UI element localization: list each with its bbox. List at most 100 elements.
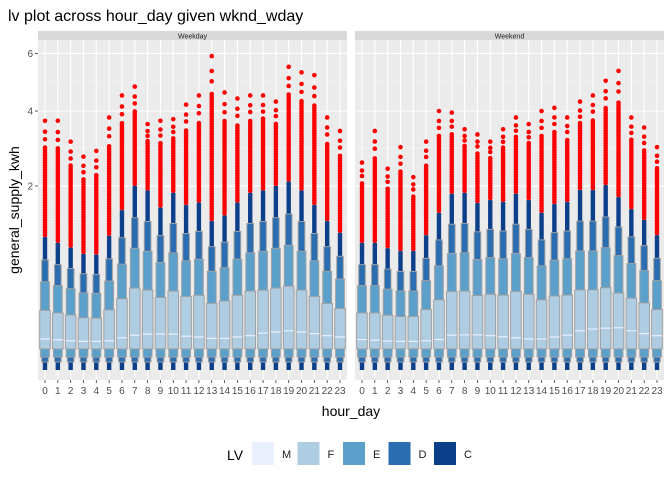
outlier-point bbox=[564, 129, 570, 135]
outlier-point bbox=[55, 129, 61, 135]
outlier-point bbox=[487, 139, 493, 144]
lv-box-F bbox=[244, 290, 257, 350]
legend-swatch-D bbox=[388, 442, 411, 465]
lv-box-F bbox=[381, 314, 394, 350]
legend-swatch-F bbox=[297, 442, 320, 465]
outlier-point bbox=[539, 118, 544, 124]
x-tick-label: 11 bbox=[181, 386, 192, 397]
outlier-point bbox=[398, 154, 403, 160]
lv-box-F bbox=[141, 289, 154, 350]
outlier-point bbox=[487, 149, 493, 155]
outlier-point bbox=[42, 129, 48, 134]
outlier-point bbox=[170, 136, 176, 141]
lv-box-F bbox=[420, 309, 432, 350]
x-tick-label: 7 bbox=[132, 386, 138, 397]
outlier-point bbox=[385, 179, 390, 185]
outlier-point bbox=[222, 118, 227, 124]
lv-box-F bbox=[257, 289, 269, 350]
x-tick-label: 17 bbox=[257, 386, 269, 397]
legend: LV M F E D C bbox=[227, 442, 472, 465]
outlier-point bbox=[299, 89, 304, 95]
outlier-point bbox=[436, 118, 442, 124]
legend-swatch-E bbox=[343, 442, 365, 465]
outlier-point bbox=[119, 104, 125, 109]
outlier-point bbox=[273, 113, 279, 119]
lv-box-F bbox=[522, 293, 535, 350]
outlier-point bbox=[654, 159, 660, 165]
outlier-point bbox=[222, 109, 227, 115]
outlier-point bbox=[359, 160, 365, 165]
lv-box-F bbox=[433, 299, 445, 350]
outlier-point bbox=[286, 64, 291, 70]
outlier-point bbox=[654, 165, 660, 171]
outlier-point bbox=[94, 172, 99, 178]
outlier-point bbox=[513, 123, 519, 128]
outlier-point bbox=[590, 93, 596, 98]
lv-box-F bbox=[334, 307, 346, 350]
x-tick-label: 11 bbox=[498, 386, 509, 397]
outlier-point bbox=[564, 137, 570, 143]
outlier-point bbox=[196, 103, 202, 109]
outlier-point bbox=[273, 107, 279, 113]
outlier-point bbox=[337, 128, 343, 134]
legend-swatch-C bbox=[434, 442, 456, 465]
outlier-point bbox=[603, 105, 608, 111]
outlier-point bbox=[286, 83, 291, 89]
outlier-point bbox=[475, 144, 480, 149]
outlier-point bbox=[183, 112, 189, 117]
outlier-point bbox=[513, 115, 519, 120]
outlier-point bbox=[145, 121, 150, 127]
outlier-point bbox=[411, 194, 416, 199]
x-tick-label: 9 bbox=[158, 386, 164, 397]
x-tick-label: 9 bbox=[475, 386, 481, 397]
x-tick-label: 10 bbox=[485, 386, 497, 397]
outlier-point bbox=[170, 124, 176, 130]
lv-box-F bbox=[510, 291, 522, 350]
lv-box-F bbox=[154, 297, 167, 350]
outlier-point bbox=[68, 156, 73, 161]
outlier-point bbox=[462, 138, 467, 143]
outlier-point bbox=[359, 181, 365, 186]
outlier-point bbox=[132, 101, 138, 106]
outlier-point bbox=[449, 118, 455, 124]
outlier-point bbox=[436, 108, 442, 114]
outlier-point bbox=[500, 134, 506, 140]
lv-box-F bbox=[205, 302, 218, 350]
panel-background bbox=[355, 40, 664, 380]
lv-box-F bbox=[308, 295, 321, 350]
outlier-point bbox=[81, 169, 86, 175]
lv-box-F bbox=[167, 290, 180, 350]
lv-box-F bbox=[321, 302, 333, 350]
outlier-point bbox=[385, 166, 390, 172]
strip-label: Weekend bbox=[495, 34, 525, 41]
outlier-point bbox=[132, 109, 138, 114]
outlier-point bbox=[235, 123, 240, 128]
outlier-point bbox=[616, 89, 621, 94]
outlier-point bbox=[209, 79, 215, 84]
outlier-point bbox=[119, 111, 125, 117]
lv-box-F bbox=[651, 309, 663, 350]
outlier-point bbox=[42, 118, 48, 124]
outlier-point bbox=[132, 84, 138, 89]
outlier-point bbox=[42, 136, 48, 142]
outlier-point bbox=[552, 129, 557, 135]
outlier-point bbox=[539, 125, 544, 131]
outlier-point bbox=[68, 163, 73, 168]
x-tick-label: 17 bbox=[574, 386, 586, 397]
x-tick-label: 1 bbox=[372, 386, 378, 397]
outlier-point bbox=[385, 174, 390, 179]
lv-box-F bbox=[218, 300, 231, 350]
outlier-point bbox=[436, 125, 442, 131]
outlier-point bbox=[324, 141, 330, 147]
outlier-point bbox=[81, 163, 86, 169]
y-axis-label: general_supply_kwh bbox=[6, 146, 22, 274]
outlier-point bbox=[247, 93, 253, 98]
x-tick-label: 8 bbox=[145, 386, 151, 397]
outlier-point bbox=[196, 120, 202, 126]
outlier-point bbox=[81, 177, 86, 182]
outlier-point bbox=[552, 115, 557, 120]
lv-box-F bbox=[295, 289, 308, 350]
outlier-point bbox=[337, 145, 343, 150]
outlier-point bbox=[539, 133, 544, 139]
outlier-point bbox=[526, 121, 532, 127]
